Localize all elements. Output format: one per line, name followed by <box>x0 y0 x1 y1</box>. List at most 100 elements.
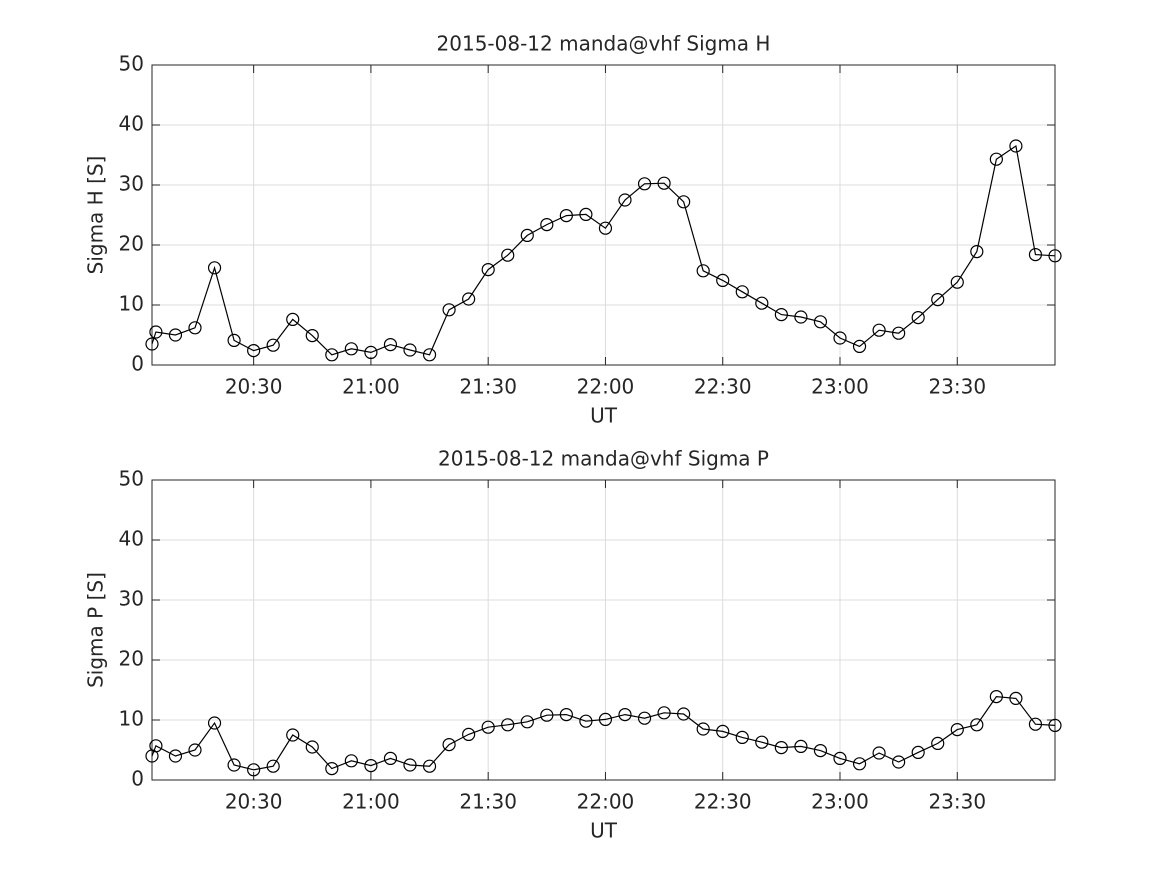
data-point <box>618 193 632 207</box>
data-point <box>442 303 456 317</box>
data-point <box>931 293 945 307</box>
data-point <box>755 735 769 749</box>
data-point <box>931 736 945 751</box>
axes-box <box>151 479 1056 781</box>
data-point <box>677 707 691 721</box>
data-point <box>1028 717 1043 731</box>
x-tick-label: 22:30 <box>694 375 752 399</box>
y-tick-label: 30 <box>119 172 144 196</box>
data-point <box>344 754 358 768</box>
x-tick-label: 22:00 <box>577 790 635 814</box>
data-point <box>598 221 613 235</box>
data-point <box>970 245 984 259</box>
x-axis-label: UT <box>590 404 618 428</box>
data-point <box>305 740 319 754</box>
data-point <box>950 275 964 289</box>
x-tick-label: 21:30 <box>459 375 517 399</box>
data-point <box>852 757 867 771</box>
data-line <box>151 144 1056 356</box>
x-tick-label: 21:30 <box>459 790 517 814</box>
data-point <box>872 323 886 337</box>
data-point <box>266 338 280 352</box>
data-point <box>1009 691 1023 706</box>
data-point <box>227 758 241 772</box>
data-point <box>247 344 261 358</box>
y-axis-label: Sigma H [S] <box>84 156 108 275</box>
x-tick-label: 20:30 <box>225 790 283 814</box>
plot-area <box>152 480 1055 780</box>
data-point <box>637 711 652 725</box>
data-point <box>872 746 886 760</box>
data-point <box>716 724 730 739</box>
data-point <box>325 761 339 776</box>
data-point <box>168 328 183 342</box>
data-point <box>383 751 398 766</box>
x-tick-label: 22:30 <box>694 790 752 814</box>
data-point <box>852 339 867 353</box>
y-tick-label: 20 <box>119 232 144 256</box>
data-point <box>227 333 241 347</box>
data-point <box>149 325 163 339</box>
data-point <box>735 730 749 745</box>
y-tick-label: 10 <box>119 292 144 316</box>
data-point <box>716 273 730 287</box>
data-point <box>559 707 573 722</box>
data-point <box>325 348 339 362</box>
chart-title: 2015-08-12 manda@vhf Sigma P <box>438 447 769 471</box>
data-point <box>481 263 495 277</box>
data-point <box>696 722 710 736</box>
data-point <box>579 207 593 221</box>
data-point <box>501 248 515 262</box>
data-point <box>657 706 671 720</box>
data-point <box>579 714 593 728</box>
data-point <box>442 737 456 752</box>
data-point <box>305 329 319 343</box>
data-point <box>286 312 300 326</box>
data-point <box>501 718 515 732</box>
x-tick-label: 23:30 <box>928 790 986 814</box>
data-point <box>266 759 280 773</box>
x-axis-label: UT <box>590 819 618 843</box>
data-point <box>1028 248 1043 262</box>
data-point <box>696 264 710 278</box>
data-point <box>520 228 534 242</box>
x-tick-label: 21:00 <box>342 790 400 814</box>
data-point <box>540 708 554 722</box>
data-point <box>364 345 378 359</box>
y-tick-label: 10 <box>119 707 144 731</box>
data-point <box>794 310 808 324</box>
y-tick-label: 50 <box>119 467 144 491</box>
y-tick-label: 20 <box>119 647 144 671</box>
y-tick-label: 0 <box>131 767 144 791</box>
data-point <box>970 718 984 732</box>
y-tick-label: 50 <box>119 52 144 76</box>
data-point <box>207 716 222 730</box>
data-point <box>145 337 159 351</box>
data-point <box>794 739 808 754</box>
data-point <box>637 177 652 191</box>
x-tick-label: 21:00 <box>342 375 400 399</box>
axes-box <box>151 64 1056 366</box>
y-tick-label: 0 <box>131 352 144 376</box>
data-point <box>188 743 202 757</box>
x-tick-label: 23:00 <box>811 790 869 814</box>
data-point <box>286 728 300 742</box>
x-tick-label: 22:00 <box>577 375 635 399</box>
y-tick-label: 30 <box>119 587 144 611</box>
y-axis-label: Sigma P [S] <box>84 572 108 688</box>
data-point <box>1009 139 1023 153</box>
data-point <box>247 763 261 777</box>
data-point <box>462 727 476 742</box>
data-point <box>559 209 573 223</box>
data-point <box>989 689 1003 704</box>
data-point <box>462 292 476 306</box>
data-point <box>520 715 534 729</box>
x-tick-label: 23:30 <box>928 375 986 399</box>
data-point <box>950 722 964 737</box>
data-point <box>598 712 613 727</box>
data-point <box>188 321 202 335</box>
x-tick-label: 20:30 <box>225 375 283 399</box>
data-point <box>774 308 788 322</box>
data-point <box>989 152 1003 166</box>
